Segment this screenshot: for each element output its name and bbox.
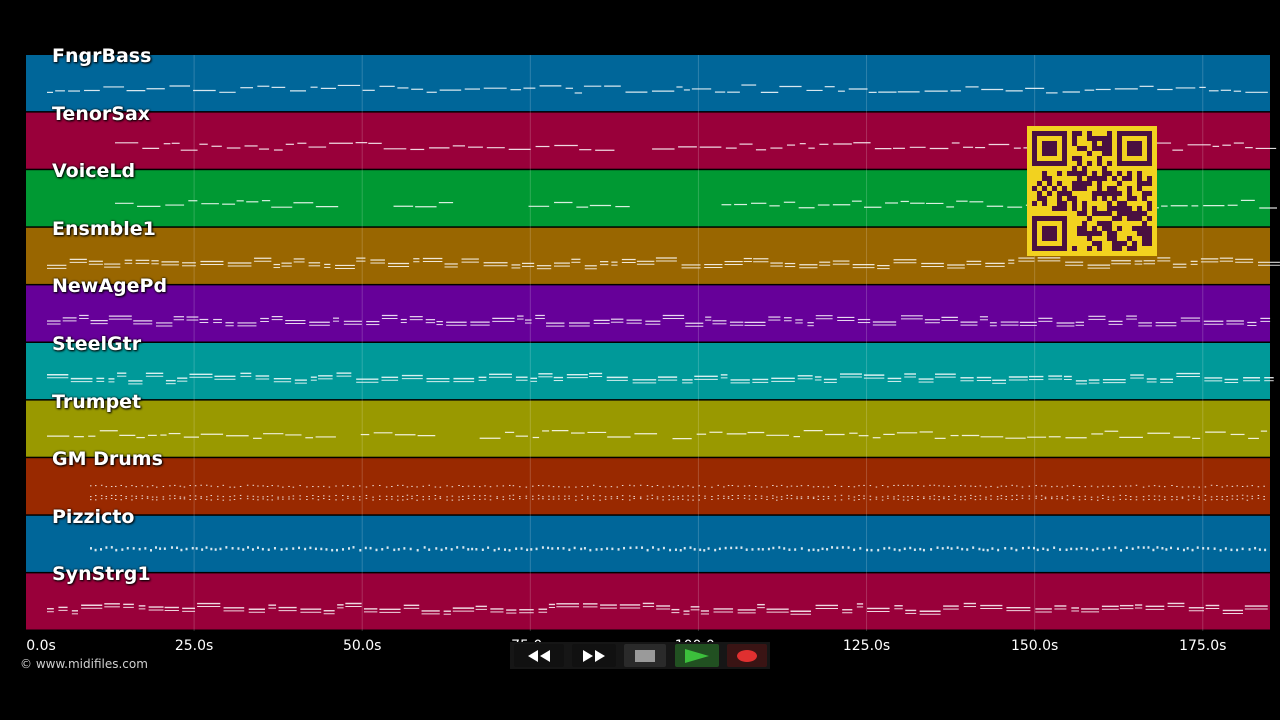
- stop-icon: [635, 649, 655, 662]
- track-label: TenorSax: [52, 102, 151, 125]
- track-background: [26, 400, 1270, 457]
- track-background: [26, 458, 1270, 515]
- time-tick-label: 175.0s: [1179, 638, 1227, 654]
- fast-forward-button[interactable]: [572, 644, 616, 667]
- track-notes: [47, 372, 1274, 385]
- track-label: GM Drums: [52, 448, 163, 471]
- track-label: VoiceLd: [52, 160, 136, 183]
- track-label: NewAgePd: [52, 275, 168, 298]
- track-lane: [26, 573, 1270, 630]
- fast-forward-icon: [583, 649, 605, 662]
- play-icon: [685, 648, 709, 663]
- track-notes: [47, 314, 1271, 327]
- track-background: [26, 285, 1270, 342]
- track-background: [26, 55, 1270, 112]
- track-background: [26, 573, 1270, 630]
- track-notes: [47, 257, 1280, 270]
- track-background: [26, 515, 1270, 572]
- track-label: SynStrg1: [52, 563, 151, 586]
- play-button[interactable]: [675, 644, 719, 667]
- piano-roll: [26, 55, 1280, 631]
- track-notes: [90, 546, 1267, 552]
- time-tick-label: 50.0s: [342, 638, 382, 654]
- track-lane: [26, 343, 1274, 400]
- stop-button[interactable]: [624, 644, 666, 667]
- track-background: [26, 343, 1270, 400]
- track-label: SteelGtr: [52, 333, 142, 355]
- track-notes: [47, 602, 1268, 615]
- time-tick-label: 25.0s: [174, 638, 214, 654]
- track-notes: [47, 84, 1268, 94]
- copyright-text: © www.midifiles.com: [20, 657, 148, 671]
- time-tick-label: 125.0s: [842, 638, 891, 654]
- track-label: FngrBass: [52, 45, 152, 67]
- track-notes: [90, 484, 1265, 501]
- track-lane: [26, 458, 1270, 515]
- rewind-button[interactable]: [514, 644, 564, 667]
- record-icon: [737, 649, 757, 662]
- transport-controls: [510, 642, 770, 669]
- track-notes: [47, 430, 1268, 440]
- track-lane: [26, 285, 1271, 342]
- track-label: Trumpet: [52, 390, 142, 413]
- track-lane: [26, 400, 1270, 457]
- time-tick-label: 150.0s: [1010, 638, 1059, 654]
- track-lane: [26, 515, 1270, 572]
- rewind-icon: [528, 649, 550, 662]
- record-button[interactable]: [727, 644, 767, 667]
- track-lane: [26, 55, 1270, 112]
- qr-code-icon: [1027, 126, 1157, 256]
- track-label: Ensmble1: [52, 217, 156, 240]
- track-label: Pizzicto: [52, 505, 135, 528]
- time-tick-label: 0.0s: [26, 638, 56, 654]
